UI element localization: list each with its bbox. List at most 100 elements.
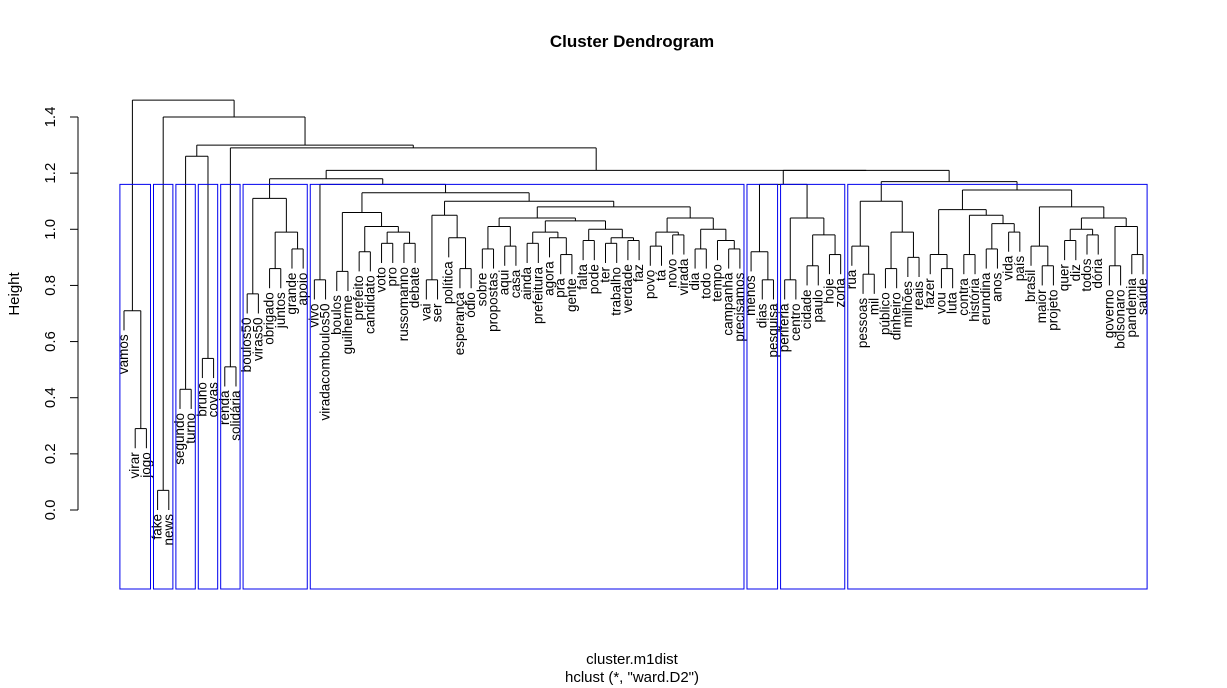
leaf-label: gente [564,278,579,312]
leaf-label: agora [542,261,557,296]
leaf-label: precisamos [732,272,747,341]
leaf-label: debate [407,267,422,308]
leaf-label: casa [508,269,523,298]
cluster-rect [220,183,241,590]
leaf-label: contra [956,278,971,316]
y-tick-label: 0.2 [42,443,59,464]
leaf-label: verdade [620,264,635,313]
chart-title: Cluster Dendrogram [550,32,714,51]
leaf-label: prefeitura [530,266,545,324]
cluster-rect [119,183,151,590]
cluster-rect [746,183,779,590]
leaf-label: news [161,514,176,546]
leaf-label: política [441,261,456,304]
leaf-label: dia [687,272,702,291]
leaf-label: novo [665,259,680,288]
leaf-label: turno [183,413,198,444]
leaf-label: pesquisa [765,303,780,358]
leaf-label: ódio [463,292,478,318]
leaf-label: campanha [721,272,736,336]
cluster-rect [152,183,174,590]
leaf-label: paulo [810,289,825,322]
cluster-rectangles [119,183,1148,590]
leaf-label: pra [553,278,568,298]
leaf-label: anos [989,272,1004,302]
leaf-label: rua [844,269,859,289]
y-tick-label: 0.4 [42,387,59,408]
cluster-rect [242,183,308,590]
y-axis-label: Height [6,271,23,315]
leaf-label: ter [598,266,613,282]
leaf-label: luta [945,292,960,314]
cluster-rect [175,183,196,590]
leaf-label: vamos [116,334,131,374]
leaf-label: prefeito [351,275,366,320]
leaf-label: dinheiro [889,292,904,340]
leaf-label: centro [788,303,803,341]
leaf-label: povo [642,270,657,299]
leaf-label: boulos [329,295,344,335]
leaf-label: bolsonaro [1113,289,1128,348]
leaf-label: obrigado [262,292,277,345]
cluster-rect [197,183,219,590]
leaf-label: mil [866,298,881,315]
leaf-label: país [1012,256,1027,282]
y-tick-label: 1.2 [42,163,59,184]
leaf-label: governo [1101,289,1116,338]
leaf-label: vou [933,292,948,314]
dendrogram-branches [123,99,1144,510]
leaf-label: candidato [362,275,377,334]
leaf-label: esperança [452,292,467,356]
leaf-label: milhões [900,281,915,328]
leaf-label: apoio [295,273,310,306]
leaf-label: covas [206,382,221,418]
leaf-label: saúde [1135,278,1150,315]
leaf-labels: vamosvirarjogofakenewssegundoturnobrunoc… [116,255,1150,545]
leaf-label: sobre [474,273,489,307]
leaf-label: ser [430,303,445,322]
leaf-label: dias [754,303,769,328]
leaf-label: aqui [497,270,512,296]
leaf-label: reais [911,281,926,311]
method-sublabel: hclust (*, "ward.D2") [565,669,699,686]
leaf-label: todo [698,273,713,299]
leaf-label: maior [1034,289,1049,323]
leaf-label: zona [833,278,848,308]
leaf-label: dória [1090,258,1105,289]
leaf-label: diz [1068,264,1083,282]
leaf-label: pode [586,264,601,294]
leaf-label: trabalho [609,267,624,316]
leaf-label: viras50 [250,318,265,362]
leaf-label: juntos [273,292,288,329]
leaf-label: todos [1079,258,1094,291]
leaf-label: virar [127,452,142,479]
leaf-label: solidária [228,390,243,441]
leaf-label: grande [284,273,299,315]
leaf-label: pandemia [1124,278,1139,338]
leaf-label: russomanno [396,267,411,341]
y-axis: 0.0 0.2 0.4 0.6 0.8 1.0 1.2 1.4 [42,107,79,521]
leaf-label: brasil [1023,270,1038,302]
leaf-label: história [967,278,982,322]
y-tick-label: 1.4 [42,107,59,128]
leaf-label: viradacomboulos50 [318,303,333,420]
leaf-label: faz [631,264,646,282]
leaf-label: fazer [922,278,937,309]
leaf-label: quer [1057,264,1072,292]
x-axis-label: cluster.m1dist [586,651,679,668]
leaf-label: público [877,292,892,335]
y-tick-label: 0.0 [42,500,59,521]
leaf-label: tempo [709,264,724,302]
leaf-label: jogo [138,452,153,479]
leaf-label: ainda [519,266,534,300]
cluster-rect [309,183,745,590]
leaf-label: cidade [799,289,814,329]
leaf-label: falta [575,264,590,290]
leaf-label: voto [374,267,389,293]
leaf-label: hoje [821,278,836,304]
y-tick-label: 0.8 [42,275,59,296]
cluster-rect [847,183,1148,590]
leaf-label: tá [653,269,668,281]
leaf-label: propostas [486,272,501,332]
leaf-label: pro [385,267,400,287]
